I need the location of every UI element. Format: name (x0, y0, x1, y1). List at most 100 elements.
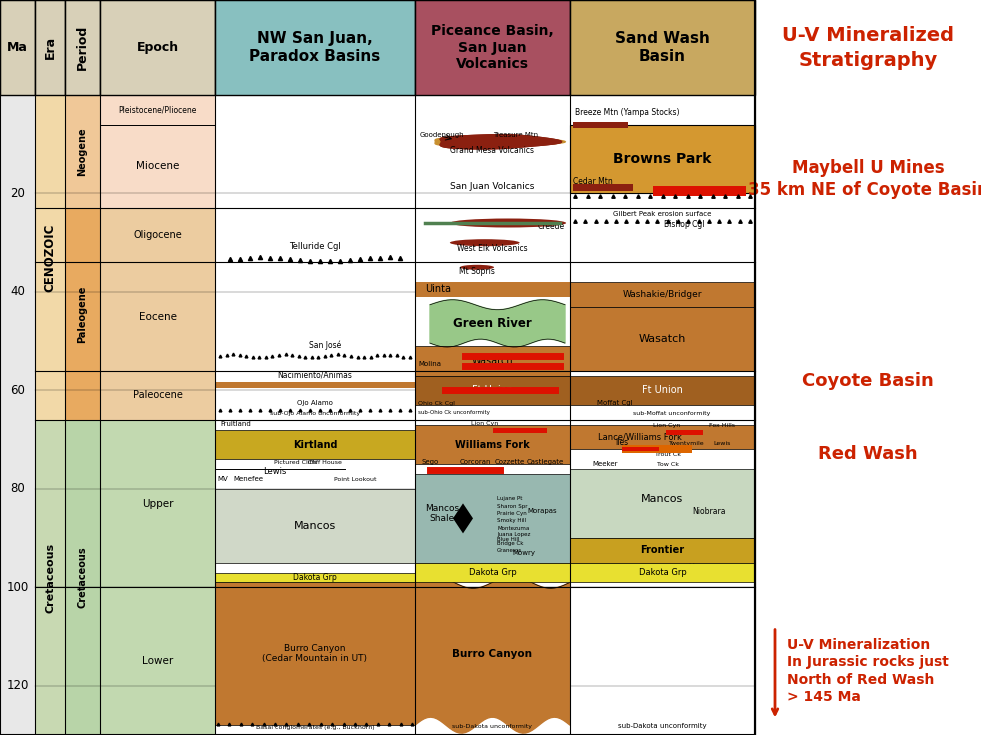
Text: Creede: Creede (538, 222, 565, 231)
Text: Washakie/Bridger: Washakie/Bridger (623, 290, 702, 299)
Text: Neogene: Neogene (77, 127, 87, 176)
Text: Maybell U Mines
35 km NE of Coyote Basin: Maybell U Mines 35 km NE of Coyote Basin (748, 159, 981, 198)
Text: Tow Ck: Tow Ck (657, 462, 679, 467)
Text: Burro Canyon
(Cedar Mountain in UT): Burro Canyon (Cedar Mountain in UT) (263, 644, 368, 664)
Bar (65, 0, 100, 95)
Text: Molina: Molina (418, 361, 441, 367)
Text: Kirtland: Kirtland (292, 440, 337, 450)
Text: Corcoran: Corcoran (459, 459, 490, 465)
Text: Paleogene: Paleogene (77, 285, 87, 343)
Text: Wasatch: Wasatch (472, 356, 513, 366)
Bar (415, 563, 570, 582)
Bar (570, 306, 755, 370)
Ellipse shape (460, 265, 494, 270)
Bar (0, 0, 755, 735)
Bar (0, 0, 755, 735)
Text: Sand Wash
Basin: Sand Wash Basin (615, 32, 710, 64)
Bar (653, 186, 746, 196)
Text: Nacimiento/Animas: Nacimiento/Animas (278, 370, 352, 379)
Text: Period: Period (76, 25, 89, 70)
Bar (100, 124, 215, 208)
Text: Bishop Cgl: Bishop Cgl (664, 220, 705, 229)
Text: Graneros: Graneros (497, 548, 523, 553)
Text: Menefee: Menefee (233, 476, 263, 482)
Text: CENOZOIC: CENOZOIC (43, 223, 57, 292)
Text: Cedar Mtn: Cedar Mtn (573, 176, 613, 185)
Bar (573, 184, 633, 191)
Text: Cozzette: Cozzette (494, 459, 525, 465)
Bar (35, 420, 65, 735)
Text: sub-Dakota unconformity: sub-Dakota unconformity (618, 723, 707, 728)
Text: Sego: Sego (422, 459, 439, 465)
Bar (415, 282, 570, 297)
Bar (622, 448, 659, 451)
Text: Mancos: Mancos (642, 494, 684, 503)
Text: Sharon Spr: Sharon Spr (497, 503, 528, 509)
Text: Shale: Shale (430, 514, 454, 523)
Ellipse shape (450, 239, 520, 246)
Text: 60: 60 (10, 384, 25, 397)
Text: 40: 40 (10, 285, 25, 298)
Text: Mowry: Mowry (512, 551, 535, 556)
Bar (622, 445, 693, 453)
Text: Era: Era (43, 36, 57, 59)
Text: Telluride Cgl: Telluride Cgl (289, 243, 340, 251)
Bar (100, 208, 215, 262)
Text: Miocene: Miocene (135, 162, 180, 171)
Text: Piceance Basin,
San Juan
Volcanics: Piceance Basin, San Juan Volcanics (431, 24, 554, 71)
Text: Point Lookout: Point Lookout (334, 477, 377, 482)
Text: Twentymile: Twentymile (669, 442, 704, 446)
Text: Lion Cyn: Lion Cyn (652, 423, 680, 429)
Text: Breeze Mtn (Yampa Stocks): Breeze Mtn (Yampa Stocks) (575, 107, 680, 117)
Bar (492, 428, 546, 433)
Bar (215, 573, 415, 582)
Text: Lower: Lower (142, 656, 173, 666)
Bar (570, 95, 755, 735)
Text: sub-Dakota unconformity: sub-Dakota unconformity (452, 724, 533, 728)
Bar (215, 0, 415, 95)
Text: Smoky Hill: Smoky Hill (497, 518, 526, 523)
Bar (415, 474, 570, 563)
Text: Ohio Ck Cgl: Ohio Ck Cgl (418, 401, 455, 406)
Text: Moffat Cgl: Moffat Cgl (597, 400, 633, 406)
Bar (100, 370, 215, 420)
Text: Niobrara: Niobrara (692, 506, 726, 516)
Bar (100, 262, 215, 370)
Text: U-V Mineralized
Stratigraphy: U-V Mineralized Stratigraphy (782, 26, 954, 70)
Text: Prairie Cyn: Prairie Cyn (497, 511, 527, 516)
Bar (570, 0, 755, 95)
Text: U-V Mineralization
In Jurassic rocks just
North of Red Wash
> 145 Ma: U-V Mineralization In Jurassic rocks jus… (787, 638, 949, 704)
Text: Meeker: Meeker (593, 461, 618, 467)
Text: Fox Hills: Fox Hills (708, 423, 735, 429)
Text: Eocene: Eocene (138, 312, 177, 321)
Text: Dakota Grp: Dakota Grp (293, 573, 336, 582)
Text: Grand Mesa Volcanics: Grand Mesa Volcanics (450, 146, 535, 155)
Text: Pleistocene/Pliocene: Pleistocene/Pliocene (119, 105, 196, 114)
Bar (570, 538, 755, 563)
Polygon shape (430, 300, 565, 347)
Text: Montezuma: Montezuma (497, 526, 530, 531)
Text: Coyote Basin: Coyote Basin (802, 371, 934, 390)
Bar (100, 587, 215, 735)
Bar (570, 563, 755, 582)
Polygon shape (415, 576, 570, 733)
Text: Bridge Ck: Bridge Ck (497, 542, 524, 547)
Text: Ma: Ma (7, 41, 27, 54)
Bar (215, 382, 415, 389)
Ellipse shape (515, 135, 535, 143)
Text: 80: 80 (10, 482, 25, 495)
Text: Lance/Williams Fork: Lance/Williams Fork (598, 433, 682, 442)
Bar (215, 582, 415, 725)
Bar (215, 489, 415, 563)
Bar (570, 376, 755, 405)
Text: West Elk Volcanics: West Elk Volcanics (457, 244, 528, 253)
Text: Frontier: Frontier (641, 545, 685, 556)
Text: Oligocene: Oligocene (133, 230, 181, 240)
Bar (0, 0, 35, 95)
Text: sub-Moffat unconformity: sub-Moffat unconformity (633, 411, 710, 416)
Bar (100, 420, 215, 587)
Text: Lewis: Lewis (263, 467, 286, 476)
Text: Goodenough: Goodenough (420, 132, 465, 137)
Text: Epoch: Epoch (136, 41, 179, 54)
Text: Cretaceous: Cretaceous (45, 542, 55, 612)
